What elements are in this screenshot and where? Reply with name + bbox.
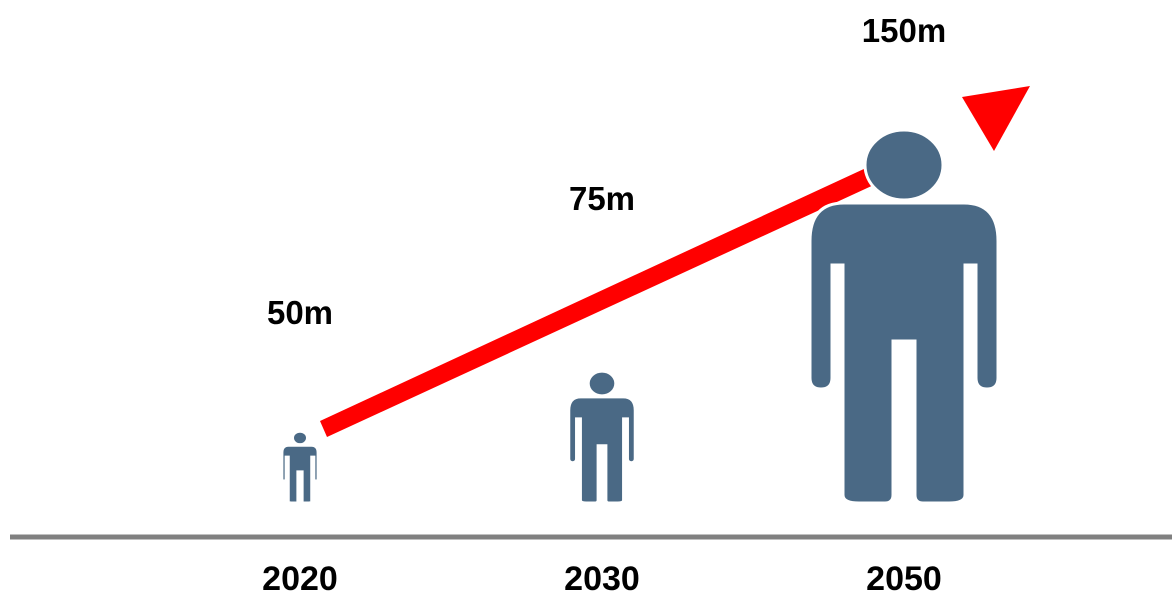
x-tick-label: 2050 <box>866 560 942 598</box>
person-icon <box>567 369 637 505</box>
value-label: 50m <box>267 294 333 331</box>
trend-arrow-icon <box>320 86 1030 437</box>
x-tick-label: 2020 <box>262 560 338 598</box>
value-label: 150m <box>862 12 946 49</box>
person-icon <box>280 429 320 505</box>
value-label: 75m <box>569 180 635 217</box>
x-tick-label: 2030 <box>564 560 640 598</box>
